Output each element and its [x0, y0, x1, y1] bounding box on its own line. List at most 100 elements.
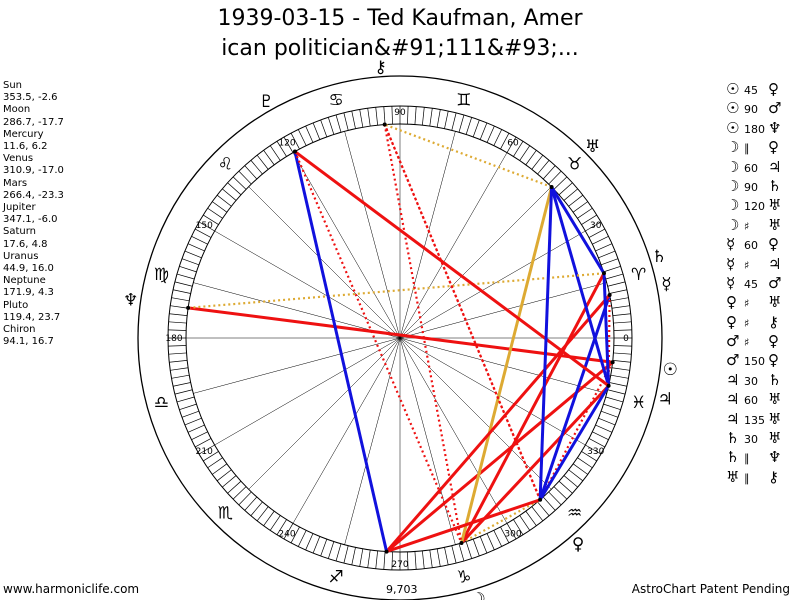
aspect-line [386, 498, 541, 553]
wheel-degree-label: 60 [507, 138, 519, 148]
aspect-line [602, 273, 611, 386]
degree-tick [525, 510, 537, 526]
spoke [193, 282, 401, 339]
aspect-planet-2: ♃ [768, 157, 782, 176]
degree-tick [290, 132, 300, 150]
degree-tick [613, 329, 632, 331]
aspect-value: 60 [744, 161, 758, 175]
degree-tick [486, 125, 495, 143]
degree-tick [609, 289, 628, 294]
degree-tick [429, 108, 433, 127]
degree-tick [537, 501, 550, 516]
degree-tick [312, 536, 321, 554]
degree-tick [170, 305, 189, 309]
aspect-row: ☉ 45 ♀ [726, 80, 781, 99]
wheel-degree-label: 30 [590, 221, 602, 231]
degree-tick [588, 438, 606, 448]
aspect-value: 90 [744, 103, 758, 117]
degree-tick [194, 228, 212, 238]
degree-tick [519, 145, 531, 161]
aspect-planet-2: ♂ [768, 273, 782, 292]
aspect-line [383, 124, 463, 544]
aspect-value: 30 [744, 433, 758, 447]
planet-position-list: Sun 353.5, -2.6 Moon 286.7, -17.7 Mercury 11.… [3, 80, 64, 348]
degree-tick [493, 129, 503, 146]
planet-marker [606, 383, 611, 388]
degree-tick [168, 329, 187, 331]
degree-tick [548, 491, 562, 506]
aspect-planet-1: ☽ [726, 176, 740, 195]
degree-tick [283, 523, 294, 540]
degree-tick [256, 506, 269, 522]
degree-tick [327, 541, 335, 559]
degree-tick [198, 221, 215, 232]
degree-tick [479, 122, 488, 140]
degree-tick [458, 543, 465, 562]
degree-tick [472, 119, 480, 138]
planet-glyph: ♃ [658, 390, 673, 410]
zodiac-sign-glyph: ♍ [154, 265, 169, 285]
aspect-planet-1: ☿ [726, 235, 736, 254]
aspect-row: ♄ ∥ ♆ [726, 448, 781, 467]
degree-tick [191, 431, 208, 441]
zodiac-sign-glyph: ♋ [328, 90, 343, 110]
aspect-row: ♂ 150 ♀ [726, 351, 781, 370]
planet-position: 11.6, 6.2 [3, 141, 48, 153]
degree-tick [542, 496, 556, 511]
degree-tick [174, 389, 193, 395]
degree-tick [592, 235, 609, 245]
degree-tick [227, 182, 242, 196]
aspect-value: ∥ [744, 452, 750, 466]
degree-tick [250, 501, 263, 516]
footer-website[interactable]: www.harmoniclife.com [3, 582, 140, 596]
aspect-planet-1: ☽ [726, 138, 740, 157]
aspect-line [293, 151, 463, 544]
degree-tick [558, 182, 573, 196]
degree-tick [297, 530, 307, 547]
zodiac-sign-glyph: ♉ [567, 154, 582, 174]
degree-tick [548, 170, 562, 185]
degree-tick [244, 165, 258, 180]
degree-tick [558, 480, 573, 494]
degree-tick [500, 526, 510, 544]
aspect-planet-2: ♅ [768, 429, 782, 448]
aspect-row: ♀ ♯ ⚷ [726, 313, 781, 332]
degree-tick [172, 382, 191, 387]
degree-tick [577, 457, 593, 469]
aspect-line [188, 272, 605, 309]
aspect-row: ☽ ♯ ♅ [726, 216, 781, 235]
degree-tick [611, 367, 630, 371]
spoke [214, 230, 401, 339]
aspect-planet-1: ☿ [726, 273, 736, 292]
degree-tick [170, 367, 189, 371]
degree-tick [568, 194, 584, 207]
aspect-value: ∥ [744, 471, 750, 485]
aspect-planet-2: ♀ [768, 332, 779, 351]
degree-tick [610, 297, 629, 302]
degree-tick [176, 396, 195, 403]
wheel-degree-label: 0 [623, 334, 629, 344]
degree-tick [479, 536, 488, 554]
planet-glyph: ⚷ [374, 58, 386, 78]
degree-tick [174, 281, 193, 287]
degree-tick [250, 160, 263, 175]
degree-tick [359, 109, 364, 128]
degree-tick [238, 491, 252, 506]
spoke [248, 186, 401, 339]
wheel-degree-label: 300 [504, 530, 521, 540]
aspect-planet-1: ♄ [726, 429, 740, 448]
zodiac-sign-glyph: ♒ [567, 504, 582, 524]
degree-tick [232, 486, 247, 500]
wheel-degree-label: 90 [394, 108, 406, 118]
aspect-value: ♯ [744, 336, 750, 350]
degree-tick [171, 374, 190, 379]
degree-tick [222, 188, 237, 201]
aspect-row: ♀ ♯ ♅ [726, 293, 781, 312]
wheel-rings: 0 30 60 90 120 150 180 210 240 270 300 330 ♈ ♉ ♊ ♋ ♌ ♍ ♎ ♏ ♐… [137, 75, 663, 600]
aspect-row: ☽ 90 ♄ [726, 177, 781, 196]
degree-tick [422, 107, 425, 126]
spoke [292, 152, 401, 339]
degree-tick [290, 526, 300, 544]
zodiac-sign-glyph: ♌ [218, 154, 233, 174]
degree-tick [179, 265, 197, 273]
